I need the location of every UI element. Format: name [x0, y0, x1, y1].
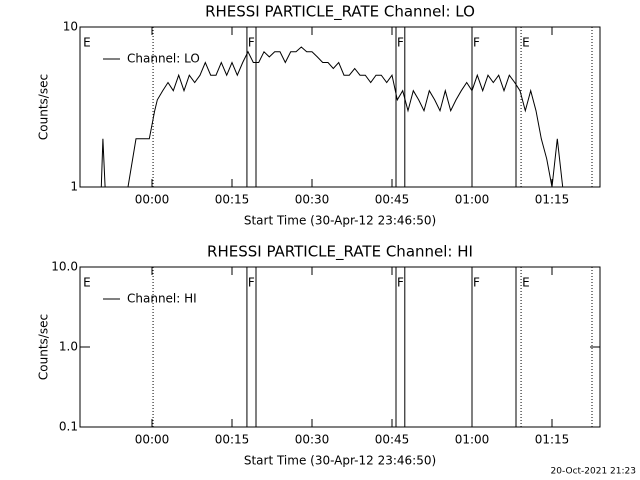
- y-tick-label: 10: [63, 20, 78, 34]
- flag-label: F: [397, 36, 404, 50]
- x-tick-label: 00:00: [135, 433, 170, 447]
- y-axis-label: Counts/sec: [37, 74, 51, 140]
- y-tick-label: 1: [70, 180, 78, 194]
- y-axis-label: Counts/sec: [37, 314, 51, 380]
- flag-label: E: [522, 276, 530, 290]
- x-tick-label: 00:15: [215, 193, 250, 207]
- y-tick-label: 10.0: [51, 260, 78, 274]
- x-tick-label: 01:00: [455, 433, 490, 447]
- flag-label: F: [248, 276, 255, 290]
- x-tick-label: 00:30: [295, 193, 330, 207]
- flag-label: E: [522, 36, 530, 50]
- legend-label: Channel: HI: [127, 292, 197, 306]
- plot-frame: [79, 26, 601, 188]
- flag-label: F: [473, 276, 480, 290]
- x-tick-label: 01:15: [535, 433, 570, 447]
- x-tick-label: 01:15: [535, 193, 570, 207]
- x-axis-label: Start Time (30-Apr-12 23:46:50): [244, 454, 436, 468]
- x-tick-label: 00:30: [295, 433, 330, 447]
- y-tick-label: 1.0: [59, 340, 78, 354]
- x-tick-label: 00:15: [215, 433, 250, 447]
- flag-label: E: [83, 276, 91, 290]
- y-tick-label: 0.1: [59, 420, 78, 434]
- flag-label: F: [473, 36, 480, 50]
- x-axis-label: Start Time (30-Apr-12 23:46:50): [244, 214, 436, 228]
- timestamp: 20-Oct-2021 21:23: [551, 467, 636, 477]
- x-tick-label: 01:00: [455, 193, 490, 207]
- flag-label: E: [83, 36, 91, 50]
- x-tick-label: 00:45: [375, 433, 410, 447]
- data-line: [100, 46, 564, 188]
- legend-label: Channel: LO: [127, 52, 200, 66]
- x-tick-label: 00:00: [135, 193, 170, 207]
- flag-label: F: [397, 276, 404, 290]
- chart-title: RHESSI PARTICLE_RATE Channel: LO: [205, 3, 475, 22]
- flag-label: F: [248, 36, 255, 50]
- chart-title: RHESSI PARTICLE_RATE Channel: HI: [207, 243, 473, 262]
- x-tick-label: 00:45: [375, 193, 410, 207]
